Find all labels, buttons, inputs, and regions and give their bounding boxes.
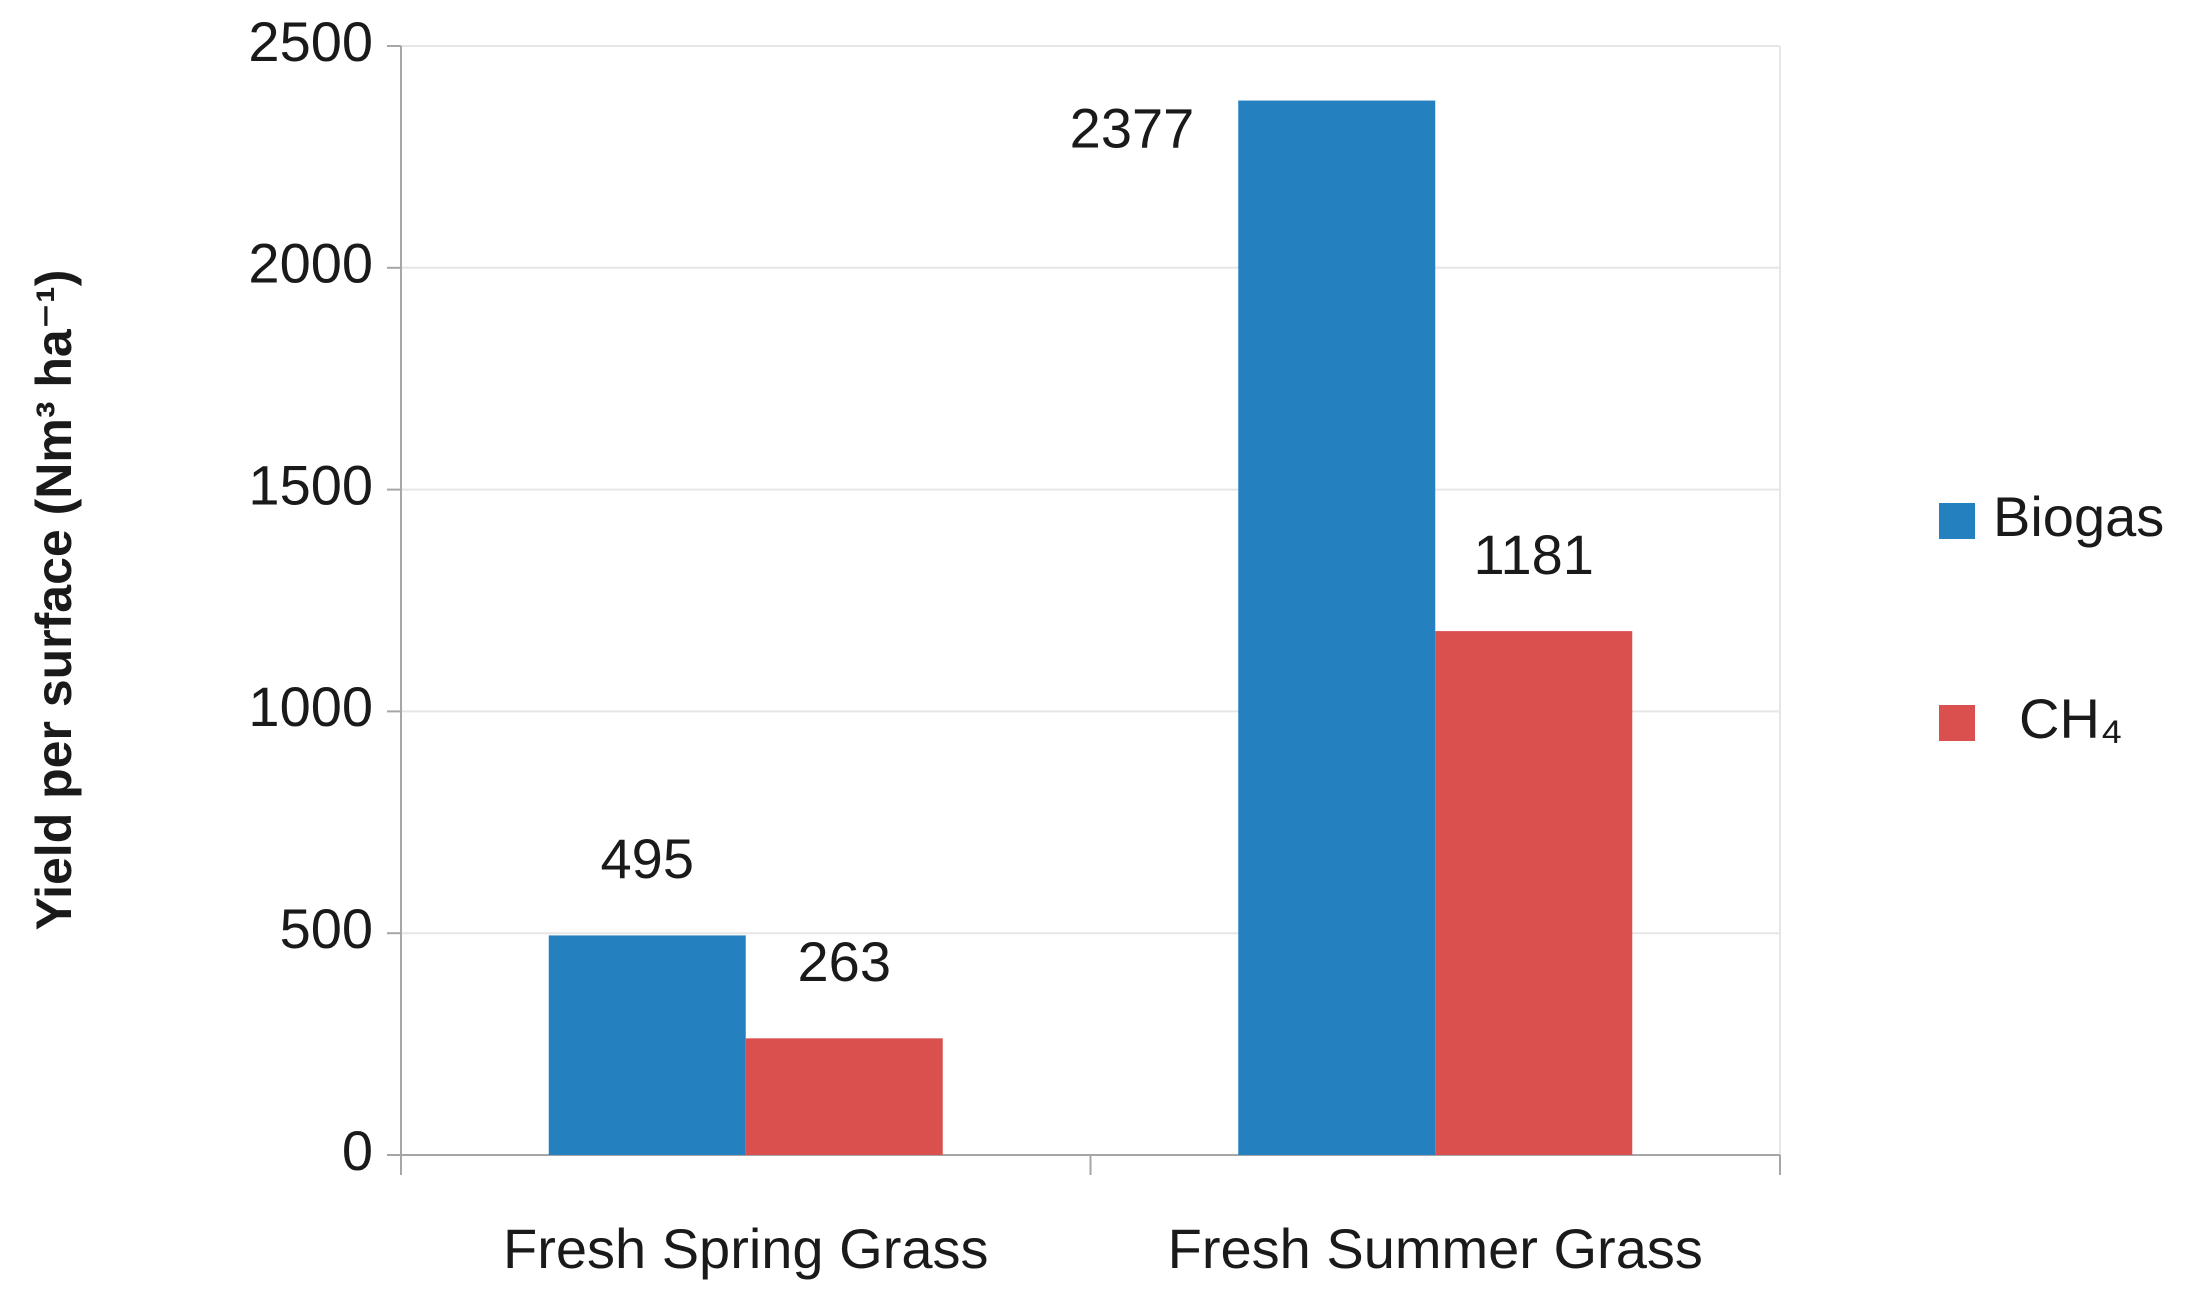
- legend-swatch: [1939, 503, 1975, 539]
- y-tick-label: 500: [280, 897, 373, 960]
- bar: [548, 935, 746, 1155]
- y-tick-label: 2500: [248, 10, 373, 73]
- x-tick-label: Fresh Summer Grass: [1168, 1217, 1703, 1280]
- bar: [1435, 631, 1633, 1155]
- x-tick-label: Fresh Spring Grass: [503, 1217, 989, 1280]
- y-tick-label: 1000: [248, 675, 373, 738]
- bar: [1238, 100, 1436, 1156]
- bar: [745, 1038, 943, 1155]
- y-tick-label: 0: [342, 1119, 373, 1182]
- data-label: 495: [601, 827, 694, 890]
- data-label: 263: [798, 930, 891, 993]
- y-tick-label: 2000: [248, 232, 373, 295]
- legend-label: Biogas: [1993, 485, 2164, 548]
- y-tick-label: 1500: [248, 453, 373, 516]
- y-axis-title: Yield per surface (Nm³ ha⁻¹): [26, 270, 82, 931]
- data-label: 2377: [1070, 96, 1195, 159]
- legend-label: CH₄: [2019, 687, 2123, 750]
- legend-swatch: [1939, 705, 1975, 741]
- data-label: 1181: [1474, 523, 1594, 586]
